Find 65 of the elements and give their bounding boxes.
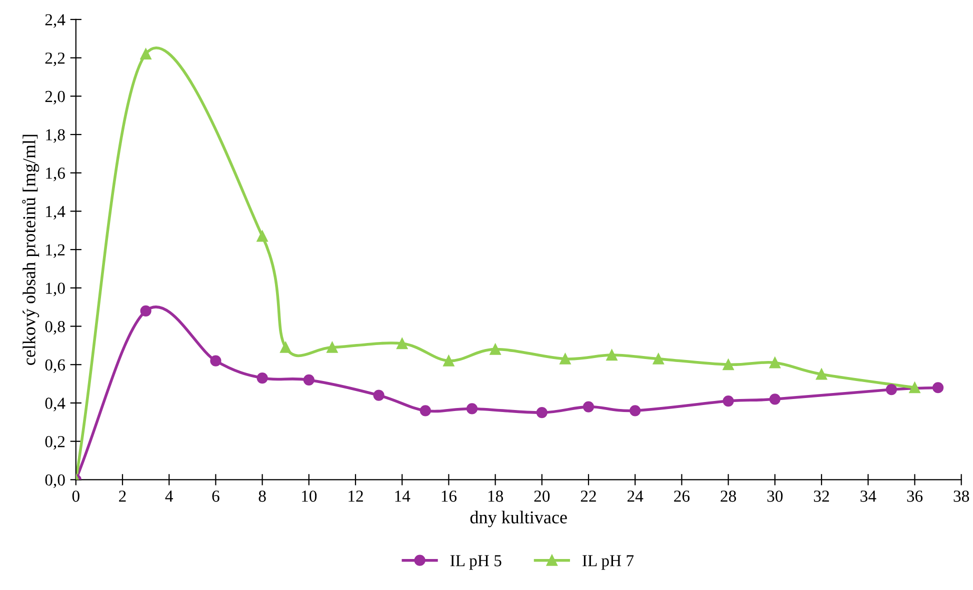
point: [280, 342, 292, 353]
x-tick-label: 28: [720, 490, 736, 502]
y-tick-label: 1,8: [46, 129, 65, 143]
point: [396, 338, 408, 350]
point: [722, 359, 734, 370]
point: [769, 357, 780, 368]
point: [443, 355, 454, 366]
point: [303, 374, 314, 386]
y-tick-label: 2,2: [45, 52, 65, 66]
point: [373, 390, 384, 401]
y-tick-label: 0,8: [45, 320, 65, 335]
point: [816, 368, 828, 380]
x-tick-label: 36: [907, 490, 923, 502]
point: [886, 384, 897, 396]
x-tick-label: 38: [954, 490, 970, 502]
point: [909, 382, 920, 394]
point: [582, 401, 594, 412]
x-tick-label: 14: [395, 490, 410, 502]
x-tick-label: 2: [119, 490, 126, 502]
x-axis-title: dny kultivace: [470, 510, 567, 528]
y-axis-title: celkový obsah proteinů [mg/ml]: [22, 134, 40, 365]
y-tick-label: 2,4: [45, 14, 66, 28]
point: [490, 344, 501, 355]
x-tick-label: 0: [72, 490, 80, 502]
y-tick-label: 1,2: [46, 244, 65, 258]
x-tick-label: 22: [580, 490, 596, 502]
y-tick-label: 1,4: [46, 206, 66, 220]
point: [466, 403, 478, 414]
point: [630, 405, 641, 416]
point: [326, 342, 338, 353]
point: [606, 349, 618, 361]
point: [420, 405, 431, 416]
y-tick-label: 0,6: [45, 359, 65, 373]
x-tick-label: 10: [302, 490, 317, 502]
point: [256, 372, 268, 384]
x-tick-label: 6: [212, 490, 220, 502]
x-tick-label: 12: [348, 490, 363, 502]
legend-label: IL pH 7: [582, 555, 634, 570]
y-tick-label: 1,0: [46, 282, 65, 296]
point: [536, 407, 548, 418]
point: [932, 382, 944, 394]
legend-label: IL pH 5: [450, 555, 502, 570]
y-tick-label: 1,6: [46, 168, 65, 182]
x-tick-label: 20: [534, 490, 550, 502]
point: [256, 230, 268, 242]
y-tick-label: 0,0: [45, 474, 65, 488]
x-tick-label: 34: [860, 490, 876, 502]
x-tick-label: 30: [767, 490, 783, 502]
y-tick-label: 0,2: [45, 436, 65, 450]
point: [140, 48, 152, 60]
x-tick-label: 8: [258, 490, 266, 502]
point: [652, 353, 664, 364]
point: [210, 355, 222, 366]
y-tick-label: 0,4: [45, 398, 66, 412]
x-tick-label: 24: [628, 490, 644, 502]
x-tick-label: 18: [488, 490, 504, 502]
x-tick-label: 16: [442, 490, 457, 502]
point: [560, 353, 571, 364]
point: [722, 395, 734, 407]
y-tick-label: 2,0: [45, 90, 65, 105]
x-tick-label: 26: [674, 490, 690, 502]
point: [769, 394, 780, 405]
x-tick-label: 4: [165, 490, 174, 502]
point: [140, 305, 152, 316]
x-tick-label: 32: [814, 490, 829, 502]
